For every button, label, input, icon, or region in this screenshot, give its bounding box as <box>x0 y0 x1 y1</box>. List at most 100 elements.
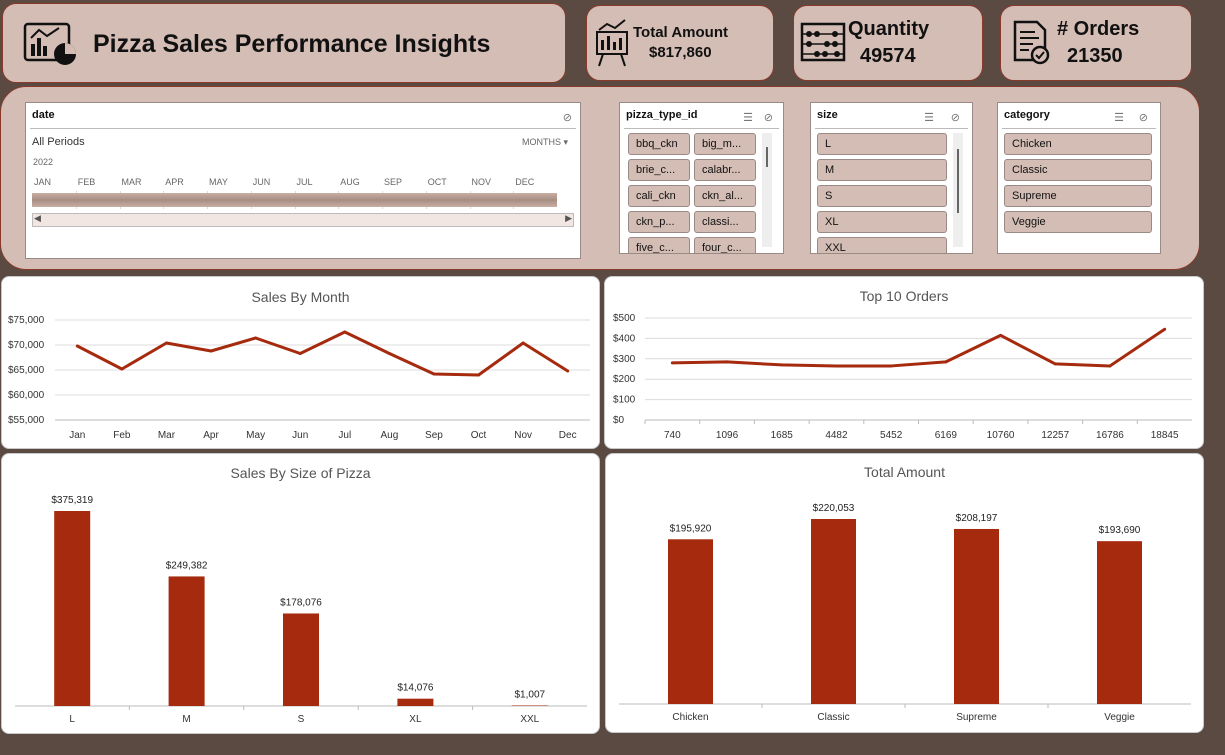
data-label: $249,382 <box>166 560 208 571</box>
slicer-item-four-cheese[interactable]: four_c... <box>694 237 756 253</box>
date-timeline-slicer[interactable]: date ⊘ All Periods MONTHS ▾ 2022 JAN FEB M… <box>25 102 581 259</box>
x-tick-label: XXL <box>520 714 539 725</box>
timeline-month-feb[interactable]: FEB <box>77 177 96 187</box>
slicer-scrollbar[interactable] <box>953 133 963 247</box>
x-tick-label: 18845 <box>1151 430 1179 441</box>
scroll-thumb[interactable] <box>766 147 768 167</box>
series-line <box>76 330 569 377</box>
timeline-level-dropdown[interactable]: MONTHS ▾ <box>522 137 568 148</box>
x-tick-label: 10760 <box>987 430 1015 441</box>
timeline-month-apr[interactable]: APR <box>165 177 184 187</box>
slicer-item-s[interactable]: S <box>817 185 947 207</box>
timeline-month-mar[interactable]: MAR <box>121 177 142 187</box>
slicer-item-classic[interactable]: Classic <box>1004 159 1152 181</box>
data-label: $208,197 <box>956 513 998 524</box>
bar <box>811 519 856 704</box>
x-tick-label: 5452 <box>880 430 903 441</box>
multi-select-icon[interactable]: ☰ <box>1114 112 1124 124</box>
timeline-month-oct[interactable]: OCT <box>427 177 447 187</box>
x-tick-label: 740 <box>664 430 681 441</box>
clear-filter-icon[interactable]: ⊘ <box>950 112 960 124</box>
timeline-month-aug[interactable]: AUG <box>340 177 360 187</box>
multi-select-icon[interactable]: ☰ <box>924 112 934 124</box>
timeline-scrollbar[interactable]: ◀ ▶ <box>32 213 574 227</box>
slicer-item-xl[interactable]: XL <box>817 211 947 233</box>
bar <box>54 511 91 706</box>
bar-chart: $375,319 L $249,382 M $178,076 S $14,076 XL $1,0… <box>15 495 587 725</box>
chart-title: Total Amount <box>864 464 945 480</box>
total-amount-by-category-chart: Total Amount $195,920 Chicken $220,053 Clas… <box>605 453 1204 733</box>
slicer-item-xxl[interactable]: XXL <box>817 237 947 253</box>
cash-register-icon <box>593 18 633 75</box>
data-point <box>1108 364 1112 368</box>
slicer-item-ckn-pesto[interactable]: ckn_p... <box>628 211 690 233</box>
slicer-item-calabrese[interactable]: calabr... <box>694 159 756 181</box>
chart-title: Top 10 Orders <box>859 288 949 304</box>
kpi-label: # Orders <box>1057 18 1140 40</box>
size-slicer[interactable]: size ☰ ⊘ L M S XL XXL <box>810 102 973 254</box>
data-label: $14,076 <box>397 683 434 694</box>
y-tick-label: $55,000 <box>8 415 45 426</box>
scroll-thumb[interactable] <box>957 149 959 213</box>
timeline-month-dec[interactable]: DEC <box>515 177 535 187</box>
pizza-type-slicer[interactable]: pizza_type_id ☰ ⊘ bbq_ckn big_m... brie_… <box>619 102 784 254</box>
timeline-bar[interactable] <box>32 193 557 207</box>
slicer-item-ckn-alfredo[interactable]: ckn_al... <box>694 185 756 207</box>
slicer-item-cali-ckn[interactable]: cali_ckn <box>628 185 690 207</box>
bar <box>954 528 999 704</box>
timeline-month-may[interactable]: MAY <box>209 177 228 187</box>
scroll-left-icon[interactable]: ◀ <box>34 213 41 223</box>
page-title: Pizza Sales Performance Insights <box>93 30 491 58</box>
slicer-item-chicken[interactable]: Chicken <box>1004 133 1152 155</box>
y-tick-label: $70,000 <box>8 340 45 351</box>
timeline-month-nov[interactable]: NOV <box>471 177 492 187</box>
data-point <box>298 352 302 355</box>
data-point <box>889 364 893 368</box>
slicer-item-veggie[interactable]: Veggie <box>1004 211 1152 233</box>
slicer-item-supreme[interactable]: Supreme <box>1004 185 1152 207</box>
bar <box>1097 541 1142 704</box>
category-slicer[interactable]: category ☰ ⊘ Chicken Classic Supreme Veg… <box>997 102 1161 254</box>
slicer-title: date <box>32 109 55 121</box>
data-point <box>343 330 347 334</box>
x-tick-label: 1096 <box>716 430 739 441</box>
clear-filter-icon[interactable]: ⊘ <box>562 112 572 124</box>
x-tick-label: L <box>69 714 75 725</box>
slicer-item-m[interactable]: M <box>817 159 947 181</box>
x-tick-label: XL <box>409 714 422 725</box>
data-point <box>725 360 729 364</box>
y-tick-label: $500 <box>613 313 636 324</box>
slicer-item-five-cheese[interactable]: five_c... <box>628 237 690 253</box>
data-point <box>670 361 674 365</box>
timeline-month-jul[interactable]: JUL <box>296 177 313 187</box>
timeline-month-sep[interactable]: SEP <box>384 177 403 187</box>
chevron-down-icon: ▾ <box>563 137 568 147</box>
slicer-item-big-meat[interactable]: big_m... <box>694 133 756 155</box>
slicer-item-brie[interactable]: brie_c... <box>628 159 690 181</box>
timeline-year: 2022 <box>33 157 54 167</box>
slicer-item-bbq-ckn[interactable]: bbq_ckn <box>628 133 690 155</box>
data-label: $178,076 <box>280 597 322 608</box>
data-point <box>834 364 838 368</box>
multi-select-icon[interactable]: ☰ <box>743 112 753 124</box>
data-label: $1,007 <box>515 689 546 700</box>
data-label: $375,319 <box>51 495 93 506</box>
slicer-scrollbar[interactable] <box>762 133 772 247</box>
data-point <box>432 372 436 376</box>
slicer-item-l[interactable]: L <box>817 133 947 155</box>
data-point <box>999 333 1003 337</box>
timeline-month-jan[interactable]: JAN <box>34 177 52 187</box>
x-tick-label: Aug <box>380 430 398 441</box>
kpi-orders: # Orders 21350 <box>1000 5 1192 81</box>
x-tick-label: Jul <box>338 430 351 441</box>
bar <box>397 698 434 706</box>
clear-filter-icon[interactable]: ⊘ <box>1138 112 1148 124</box>
slicer-item-classic[interactable]: classi... <box>694 211 756 233</box>
data-point <box>164 341 168 345</box>
data-point <box>120 367 124 371</box>
bar-chart: $195,920 Chicken $220,053 Classic $208,197 Su… <box>619 503 1191 723</box>
scroll-right-icon[interactable]: ▶ <box>565 213 572 223</box>
clear-filter-icon[interactable]: ⊘ <box>763 112 773 124</box>
line-chart: $55,000 $60,000 $65,000 $70,000 $75,000 Jan Fe… <box>8 315 590 441</box>
timeline-month-jun[interactable]: JUN <box>252 177 271 187</box>
